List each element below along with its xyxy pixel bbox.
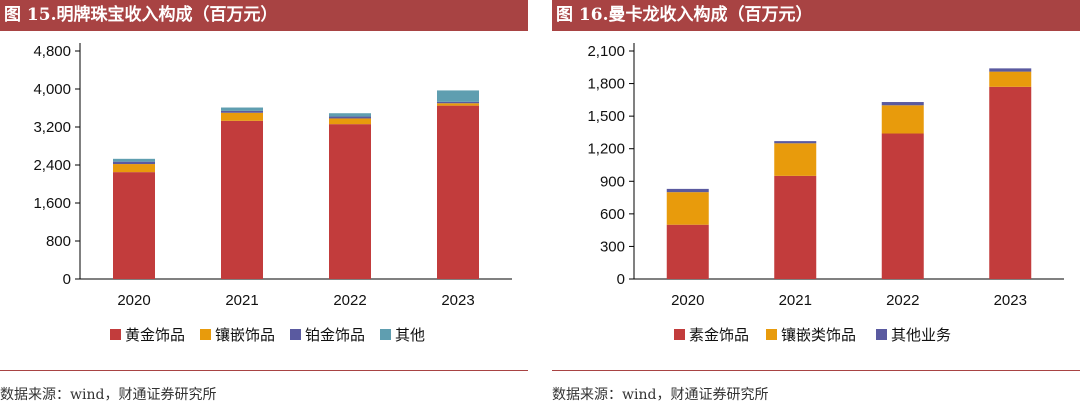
x-tick-label: 2021 [779, 292, 812, 309]
bar-segment [437, 90, 479, 102]
legend-swatch [200, 329, 211, 340]
bar-segment [221, 110, 263, 113]
y-tick-label: 2,100 [587, 43, 625, 60]
bar-segment [221, 107, 263, 111]
bar-segment [666, 188, 709, 193]
legend-label: 铂金饰品 [305, 326, 365, 344]
x-tick-label: 2020 [671, 292, 704, 309]
x-tick-label: 2022 [333, 292, 366, 309]
chart-panel-mingpai: 图 15.明牌珠宝收入构成（百万元） 0 800 1,600 2,400 3,200 4,… [0, 0, 528, 417]
bar-segment [774, 141, 817, 144]
legend-swatch [380, 329, 391, 340]
chart-svg-mankalong: 0 300 600 900 1,200 1,500 1,800 2,100 2020 2021 20… [587, 43, 1064, 344]
y-tick-label: 600 [600, 206, 625, 223]
y-tick-label: 300 [600, 238, 625, 255]
x-tick-label: 2022 [886, 292, 919, 309]
source-divider [552, 370, 1080, 371]
legend-swatch [110, 329, 121, 340]
legend-label: 其他业务 [891, 326, 951, 344]
y-tick-label: 1,800 [587, 76, 625, 93]
bar-segment [113, 161, 155, 165]
legend-label: 黄金饰品 [125, 326, 185, 344]
bar-segment [329, 116, 371, 119]
legend-swatch [290, 329, 301, 340]
bar-segment [881, 105, 924, 134]
bar-segment [989, 86, 1032, 279]
y-tick-label: 900 [600, 173, 625, 190]
y-tick-label: 4,800 [33, 43, 71, 60]
bar-segment [113, 164, 155, 173]
chart-svg-mingpai: 0 800 1,600 2,400 3,200 4,000 4,800 2020 2021 202… [33, 43, 512, 344]
bar-segment [666, 192, 709, 225]
bar-segment [221, 112, 263, 121]
bar-segment [329, 118, 371, 125]
legend-swatch [876, 329, 887, 340]
legend-swatch [766, 329, 777, 340]
y-tick-label: 1,600 [33, 195, 71, 212]
bar-segment [221, 120, 263, 279]
bar-segment [437, 103, 479, 106]
source-divider [0, 370, 528, 371]
legend-label: 其他 [395, 326, 425, 344]
legend-label: 镶嵌饰品 [215, 326, 275, 344]
legend-swatch [674, 329, 685, 340]
bar-segment [774, 143, 817, 176]
y-tick-label: 3,200 [33, 119, 71, 136]
bar-segment [774, 175, 817, 279]
bar-segment [666, 224, 709, 279]
chart-panel-mankalong: 图 16.曼卡龙收入构成（百万元） 0 300 600 900 1,200 1,500 1,… [552, 0, 1080, 417]
y-tick-label: 2,400 [33, 157, 71, 174]
chart-title: 图 16.曼卡龙收入构成（百万元） [552, 0, 1080, 31]
y-tick-label: 800 [46, 233, 71, 250]
y-tick-label: 4,000 [33, 81, 71, 98]
bar-segment [881, 102, 924, 106]
y-tick-label: 1,200 [587, 141, 625, 158]
source-note: 数据来源：wind，财通证券研究所 [552, 387, 769, 403]
chart-title: 图 15.明牌珠宝收入构成（百万元） [0, 0, 528, 31]
bar-segment [437, 105, 479, 279]
x-tick-label: 2023 [441, 292, 474, 309]
bar-segment [113, 172, 155, 279]
bar-segment [881, 133, 924, 279]
bar-segment [437, 101, 479, 104]
x-tick-label: 2021 [225, 292, 258, 309]
legend-label: 镶嵌类饰品 [781, 326, 856, 344]
source-note: 数据来源：wind，财通证券研究所 [0, 387, 217, 403]
y-tick-label: 0 [63, 271, 71, 288]
bar-segment [989, 71, 1032, 87]
y-tick-label: 0 [617, 271, 625, 288]
bar-segment [989, 68, 1032, 72]
x-tick-label: 2023 [994, 292, 1027, 309]
bar-segment [329, 113, 371, 117]
bar-segment [113, 158, 155, 162]
legend-label: 素金饰品 [689, 326, 749, 344]
bar-segment [329, 124, 371, 280]
x-tick-label: 2020 [117, 292, 150, 309]
y-tick-label: 1,500 [587, 108, 625, 125]
